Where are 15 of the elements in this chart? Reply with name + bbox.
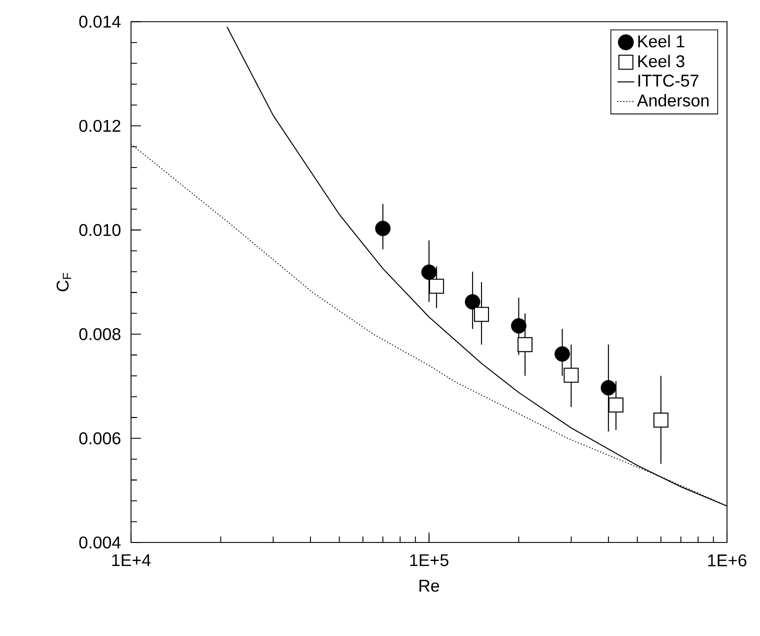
y-tick-label: 0.012: [79, 120, 120, 132]
legend-label: Keel 3: [638, 54, 684, 68]
y-tick-label: 0.010: [79, 224, 120, 236]
x-tick-label: 1E+6: [708, 554, 746, 566]
y-tick-label: 0.008: [79, 328, 120, 340]
x-tick-label: 1E+5: [410, 554, 448, 566]
y-tick-label: 0.006: [79, 432, 120, 444]
y-tick-label: 0.004: [79, 536, 121, 549]
y-tick-label: 0.014: [79, 16, 121, 28]
x-tick-label: 1E+4: [112, 554, 151, 566]
legend-label: ITTC-57: [638, 74, 698, 87]
legend-label: Anderson: [636, 94, 709, 107]
legend-label: Keel 1: [638, 34, 684, 48]
y-axis-title: C$_{F}$: [56, 273, 72, 292]
x-axis-title: Re: [420, 580, 440, 592]
